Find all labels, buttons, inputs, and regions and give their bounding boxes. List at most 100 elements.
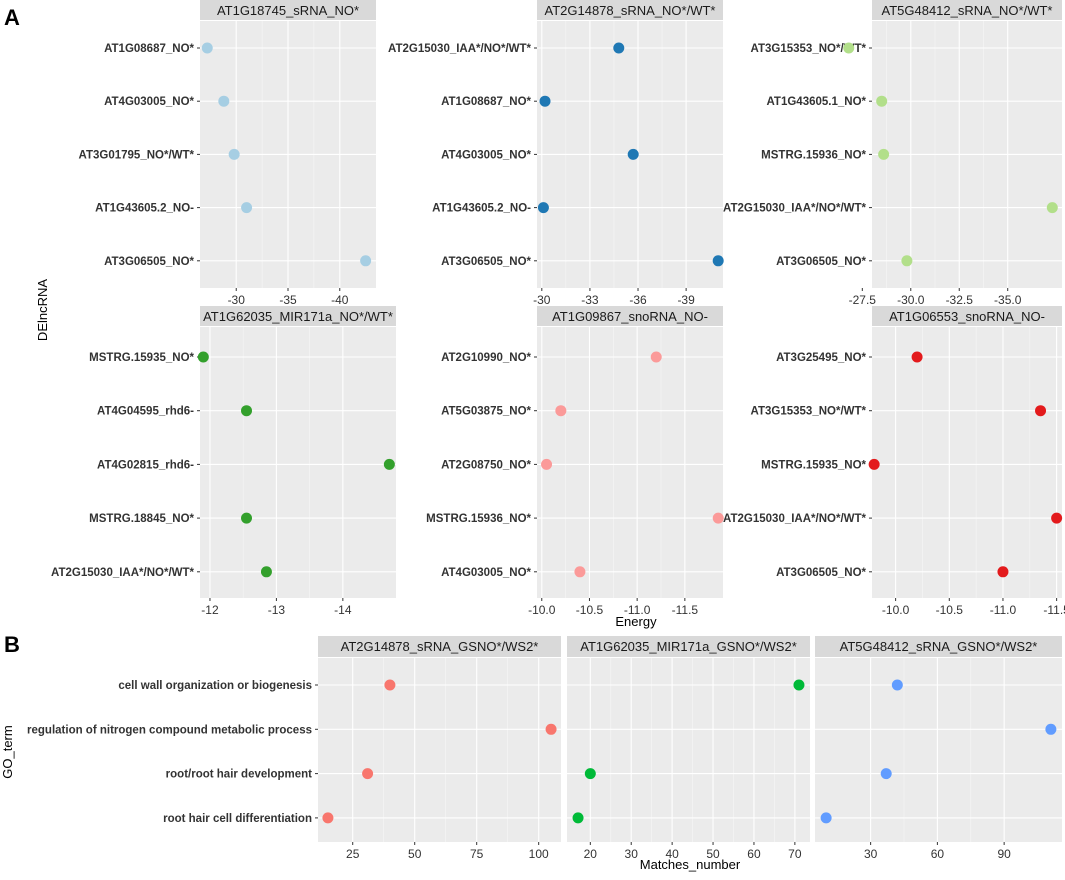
data-point (360, 255, 372, 267)
facet-panel-9: AT5G48412_sRNA_GSNO*/WS2* 30 60 90 (815, 636, 1062, 861)
x-tick-label: -10.5 (576, 603, 604, 617)
facet-panel-1: AT1G18745_sRNA_NO* -30 -35 -40 AT1G08687_NO*… (79, 0, 376, 307)
data-point (541, 458, 553, 470)
y-tick-label: AT4G03005_NO* (441, 567, 531, 579)
y-tick-label: AT1G08687_NO* (104, 43, 194, 55)
data-point (1035, 405, 1047, 417)
y-tick-label: regulation of nitrogen compound metaboli… (27, 724, 312, 736)
y-tick-label: MSTRG.15935_NO* (761, 459, 866, 471)
x-tick-label: -10.0 (528, 603, 556, 617)
facet-title: AT1G18745_sRNA_NO* (217, 3, 359, 18)
data-point (1046, 202, 1058, 214)
x-tick-label: 50 (408, 847, 422, 861)
facet-strip (872, 0, 1062, 20)
y-tick-label: AT3G06505_NO* (104, 256, 194, 268)
data-point (241, 202, 253, 214)
a-x-axis-title: Energy (615, 614, 657, 629)
data-point (868, 458, 880, 470)
x-tick-label: -11.0 (990, 603, 1017, 617)
data-point (843, 42, 855, 54)
x-tick-label: -13 (268, 603, 286, 617)
x-tick-label: 60 (931, 847, 945, 861)
data-point (712, 512, 724, 524)
data-point (793, 679, 805, 691)
data-point (228, 148, 240, 160)
data-point (997, 566, 1009, 578)
data-point (876, 95, 888, 107)
y-tick-label: AT3G06505_NO* (776, 567, 866, 579)
data-point (555, 405, 567, 417)
x-tick-label: -10.0 (882, 603, 910, 617)
x-tick-label: -27.5 (849, 293, 877, 307)
facet-panel-7: AT2G14878_sRNA_GSNO*/WS2* 25 50 75 100 cell w… (27, 636, 561, 861)
x-tick-label: -39 (677, 293, 695, 307)
x-tick-label: 25 (346, 847, 360, 861)
y-tick-label: cell wall organization or biogenesis (118, 680, 312, 692)
y-tick-label: MSTRG.15936_NO* (761, 149, 866, 161)
y-tick-label: AT4G03005_NO* (441, 149, 531, 161)
data-point (197, 351, 209, 363)
y-tick-label: AT2G10990_NO* (441, 352, 531, 364)
data-point (820, 812, 832, 824)
y-tick-label: MSTRG.15935_NO* (89, 352, 194, 364)
x-tick-label: -30.0 (897, 293, 925, 307)
x-tick-label: -14 (334, 603, 352, 617)
facet-panel-6: AT1G06553_snoRNA_NO- -10.0 -10.5 -11.0 -11.5… (723, 306, 1065, 617)
y-tick-label: AT5G03875_NO* (441, 406, 531, 418)
panel-tag-b: B (4, 632, 20, 657)
x-tick-label: 40 (665, 847, 679, 861)
x-tick-label: 70 (788, 847, 802, 861)
y-tick-label: AT3G15353_NO*/WT* (751, 406, 867, 418)
y-tick-label: AT3G06505_NO* (776, 256, 866, 268)
facet-title: AT1G09867_snoRNA_NO- (552, 309, 708, 324)
facet-panel-5: AT1G09867_snoRNA_NO- -10.0 -10.5 -11.0 -11.5… (426, 306, 724, 617)
y-tick-label: AT4G04595_rhd6- (97, 406, 194, 418)
data-point (891, 679, 903, 691)
x-tick-label: 50 (706, 847, 720, 861)
facet-panel-8: AT1G62035_MIR171a_GSNO*/WS2* 20 30 40 50 60 70 (567, 636, 810, 861)
data-point (712, 255, 724, 267)
y-tick-label: AT2G15030_IAA*/NO*/WT* (388, 43, 531, 55)
facet-strip (200, 306, 396, 326)
data-point (627, 148, 639, 160)
x-tick-label: -35.0 (994, 293, 1022, 307)
x-tick-label: 30 (625, 847, 639, 861)
plot-background (567, 658, 810, 842)
y-tick-label: MSTRG.15936_NO* (426, 513, 531, 525)
x-tick-label: -11.0 (624, 603, 651, 617)
data-point (241, 405, 253, 417)
panel-tag-a: A (4, 5, 20, 30)
data-point (911, 351, 923, 363)
plot-background (537, 327, 723, 598)
data-point (260, 566, 272, 578)
data-point (322, 812, 334, 824)
plot-background (318, 658, 561, 842)
data-point (241, 512, 253, 524)
x-tick-label: 100 (529, 847, 549, 861)
data-point (383, 458, 395, 470)
data-point (901, 255, 913, 267)
facet-strip (872, 306, 1062, 326)
facet-strip (200, 0, 376, 20)
facet-panel-3: AT5G48412_sRNA_NO*/WT* -27.5 -30.0 -32.5 -35… (723, 0, 1062, 307)
plot-background (815, 658, 1062, 842)
x-tick-label: -30 (533, 293, 551, 307)
facet-strip (318, 636, 561, 657)
data-point (878, 148, 890, 160)
x-tick-label: -30 (228, 293, 246, 307)
b-y-axis-title: GO_term (0, 725, 15, 778)
data-point (362, 768, 374, 780)
data-point (650, 351, 662, 363)
data-point (880, 768, 892, 780)
y-tick-label: AT4G03005_NO* (104, 96, 194, 108)
facet-strip (537, 0, 723, 20)
a-y-axis-title: DElncRNA (35, 279, 50, 341)
y-tick-label: AT3G06505_NO* (441, 256, 531, 268)
facet-strip (537, 306, 723, 326)
x-tick-label: 30 (864, 847, 878, 861)
y-tick-label: root hair cell differentiation (163, 813, 312, 825)
data-point (613, 42, 625, 54)
facet-panel-2: AT2G14878_sRNA_NO*/WT* -30 -33 -36 -39 AT2G15… (388, 0, 724, 307)
x-tick-label: -40 (331, 293, 349, 307)
